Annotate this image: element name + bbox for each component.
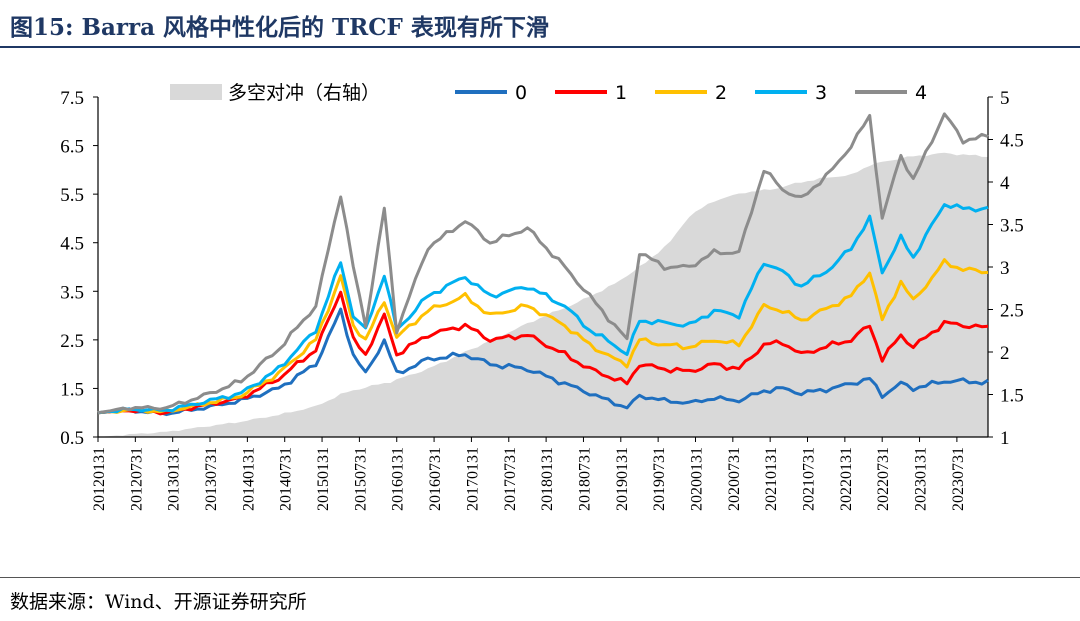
legend-label-0: 0	[515, 82, 527, 104]
series-line-4	[97, 112, 989, 415]
x-tick-label: 20230731	[950, 447, 967, 511]
ticks-layer: 7.5 6.5 5.5 4.5 3.5 2.5 1.5 0.5 5 4.5 4 3.5 3 2.5 2 1.5…	[60, 88, 1024, 511]
x-tick-label: 20230131	[913, 447, 930, 511]
x-tick-label: 20190731	[651, 447, 668, 511]
x-tick-label: 20220731	[875, 447, 892, 511]
x-tick-label: 20160131	[390, 447, 407, 511]
x-tick-label: 20210731	[801, 447, 818, 511]
source-note: 数据来源：Wind、开源证券研究所	[10, 591, 307, 613]
y-right-tick-label: 4.5	[1000, 131, 1024, 152]
area-layer	[98, 152, 988, 437]
x-tick-label: 20120131	[91, 447, 108, 511]
x-tick-label: 20200731	[726, 447, 743, 511]
x-tick-label: 20210131	[763, 447, 780, 511]
x-tick-label: 20200131	[689, 447, 706, 511]
y-right-tick-label: 1.5	[1000, 386, 1024, 407]
x-tick-label: 20120731	[128, 447, 145, 511]
y-right-tick-label: 2.5	[1000, 301, 1024, 322]
source-divider	[0, 577, 1080, 578]
y-left-tick-label: 5.5	[60, 185, 84, 206]
y-left-tick-label: 6.5	[60, 137, 84, 158]
y-left-tick-label: 2.5	[60, 331, 84, 352]
legend-swatch-hedge	[170, 84, 222, 100]
x-tick-label: 20160731	[427, 447, 444, 511]
y-left-tick-label: 1.5	[60, 379, 84, 400]
legend-label-2: 2	[715, 82, 727, 104]
series-line-2	[97, 258, 989, 415]
y-right-tick-label: 2	[1000, 343, 1010, 364]
x-tick-label: 20170731	[502, 447, 519, 511]
legend: 多空对冲（右轴） 0 1 2 3 4	[170, 82, 927, 104]
y-left-tick-label: 4.5	[60, 234, 84, 255]
y-right-tick-label: 1	[1000, 428, 1010, 449]
x-tick-label: 20220131	[838, 447, 855, 511]
legend-label-1: 1	[615, 82, 627, 104]
y-right-tick-label: 3	[1000, 258, 1010, 279]
x-tick-label: 20150131	[315, 447, 332, 511]
x-tick-label: 20190131	[614, 447, 631, 511]
y-right-tick-label: 4	[1000, 173, 1010, 194]
legend-label-4: 4	[915, 82, 927, 104]
lines-layer	[97, 112, 989, 417]
x-tick-label: 20170131	[464, 447, 481, 511]
series-line-3	[97, 203, 989, 415]
title-divider	[0, 46, 1080, 48]
legend-label-hedge: 多空对冲（右轴）	[228, 82, 380, 104]
page-title: 图15: Barra 风格中性化后的 TRCF 表现有所下滑	[10, 14, 549, 41]
x-tick-label: 20180131	[539, 447, 556, 511]
legend-label-3: 3	[815, 82, 827, 104]
y-left-tick-label: 7.5	[60, 88, 84, 109]
x-tick-label: 20140731	[278, 447, 295, 511]
series-line-1	[97, 290, 989, 416]
x-tick-label: 20150731	[352, 447, 369, 511]
hedge-area	[98, 152, 988, 437]
y-left-tick-label: 0.5	[60, 428, 84, 449]
y-right-tick-label: 3.5	[1000, 216, 1024, 237]
y-right-tick-label: 5	[1000, 88, 1010, 109]
x-tick-label: 20130131	[166, 447, 183, 511]
y-left-tick-label: 3.5	[60, 282, 84, 303]
x-tick-label: 20130731	[203, 447, 220, 511]
x-tick-label: 20140131	[240, 447, 257, 511]
x-tick-label: 20180731	[577, 447, 594, 511]
